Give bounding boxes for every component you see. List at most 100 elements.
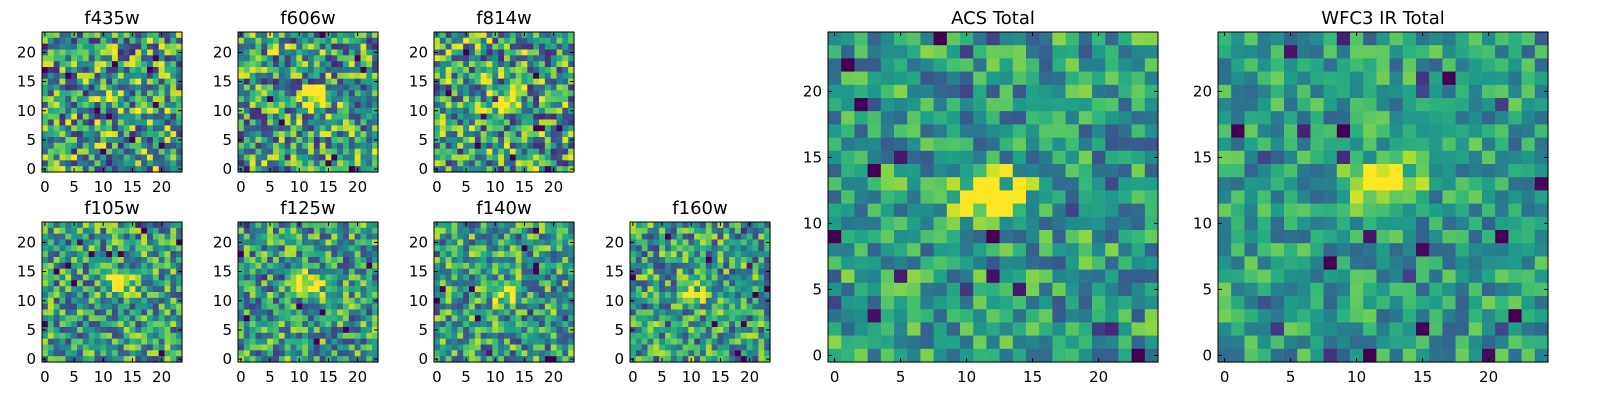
heatmap-cell <box>337 274 344 281</box>
heatmap-cell <box>243 61 251 68</box>
heatmap-cell <box>308 107 315 115</box>
heatmap-cell <box>562 309 569 316</box>
heatmap-cell <box>117 55 125 62</box>
heatmap-cell <box>164 315 171 322</box>
heatmap-cell <box>296 286 303 293</box>
heatmap-cell <box>1131 150 1146 165</box>
heatmap-cell <box>261 107 268 115</box>
heatmap-cell <box>278 37 286 45</box>
heatmap-cell <box>463 119 470 126</box>
heatmap-cell <box>515 280 523 287</box>
heatmap-cell <box>1092 32 1106 46</box>
heatmap-cell <box>641 262 649 270</box>
heatmap-cell <box>170 257 177 264</box>
heatmap-cell <box>1078 243 1093 257</box>
heatmap-cell <box>568 148 575 156</box>
heatmap-cell <box>1105 137 1119 152</box>
heatmap-cell <box>296 131 303 138</box>
heatmap-cell <box>445 160 453 167</box>
heatmap-cell <box>556 356 563 363</box>
heatmap-cell <box>164 239 171 246</box>
heatmap-cell <box>986 45 1001 59</box>
heatmap-cell <box>480 292 488 299</box>
heatmap-cell <box>1131 203 1146 218</box>
heatmap-cell <box>486 338 493 346</box>
heatmap-cell <box>313 292 321 299</box>
heatmap-cell <box>986 322 1001 337</box>
heatmap-cell <box>700 303 707 311</box>
heatmap-cell <box>117 96 125 103</box>
heatmap-cell <box>106 148 113 156</box>
heatmap-cell <box>504 297 511 305</box>
heatmap-cell <box>492 131 499 138</box>
heatmap-cell <box>343 227 350 235</box>
heatmap-cell <box>1012 111 1027 125</box>
heatmap-cell <box>354 102 362 109</box>
heatmap-cell <box>308 84 315 91</box>
heatmap-cell <box>354 61 362 68</box>
heatmap-cell <box>752 309 759 316</box>
heatmap-cell <box>337 148 344 156</box>
heatmap-cell <box>273 32 280 39</box>
heatmap-cell <box>249 160 257 167</box>
heatmap-cell <box>1105 348 1119 363</box>
heatmap-cell <box>469 67 476 74</box>
heatmap-cell <box>100 257 107 264</box>
heatmap-cell <box>568 72 575 80</box>
heatmap-cell <box>141 332 148 340</box>
heatmap-cell <box>556 222 563 229</box>
heatmap-cell <box>170 113 177 121</box>
heatmap-cell <box>343 257 350 264</box>
heatmap-cell <box>920 150 935 165</box>
heatmap-cell <box>360 137 367 144</box>
heatmap-cell <box>243 286 251 293</box>
heatmap-cell <box>867 58 882 73</box>
heatmap-cell <box>828 111 842 125</box>
heatmap-cell <box>521 72 528 80</box>
heatmap-cell <box>486 107 493 115</box>
heatmap-cell <box>682 227 689 235</box>
heatmap-cell <box>249 107 257 115</box>
heatmap-cell <box>469 107 476 115</box>
heatmap-cell <box>123 344 131 351</box>
heatmap-cell <box>164 257 171 264</box>
heatmap-cell <box>515 154 523 161</box>
heatmap-cell <box>1105 45 1119 59</box>
heatmap-cell <box>486 356 493 363</box>
heatmap-cell <box>527 286 534 293</box>
heatmap-cell <box>273 292 280 299</box>
heatmap-cell <box>106 257 113 264</box>
heatmap-cell <box>439 119 447 126</box>
heatmap-cell <box>135 268 142 276</box>
heatmap-cell <box>112 297 119 305</box>
heatmap-cell <box>439 239 447 246</box>
heatmap-cell <box>59 239 66 246</box>
heatmap-cell <box>267 137 274 144</box>
heatmap-cell <box>158 154 166 161</box>
heatmap-cell <box>746 350 754 357</box>
heatmap-cell <box>65 166 72 173</box>
heatmap-cell <box>158 90 166 97</box>
heatmap-cell <box>147 166 154 173</box>
heatmap-cell <box>474 113 482 121</box>
heatmap-cell <box>986 84 1001 99</box>
heatmap-cell <box>723 280 730 287</box>
heatmap-cell <box>1144 282 1159 297</box>
heatmap-cell <box>117 61 125 68</box>
heatmap-cell <box>659 268 666 276</box>
heatmap-cell <box>711 233 719 241</box>
heatmap-cell <box>331 303 338 311</box>
heatmap-cell <box>1065 230 1080 244</box>
heatmap-cell <box>348 49 356 56</box>
heatmap-cell <box>348 102 356 109</box>
heatmap-cell <box>457 119 464 126</box>
heatmap-cell <box>933 348 948 363</box>
heatmap-cell <box>343 37 350 45</box>
heatmap-cell <box>568 84 575 91</box>
heatmap-cell <box>1026 243 1040 257</box>
heatmap-cell <box>348 297 356 305</box>
heatmap-cell <box>71 257 78 264</box>
heatmap-cell <box>261 96 268 103</box>
heatmap-cell <box>325 332 332 340</box>
